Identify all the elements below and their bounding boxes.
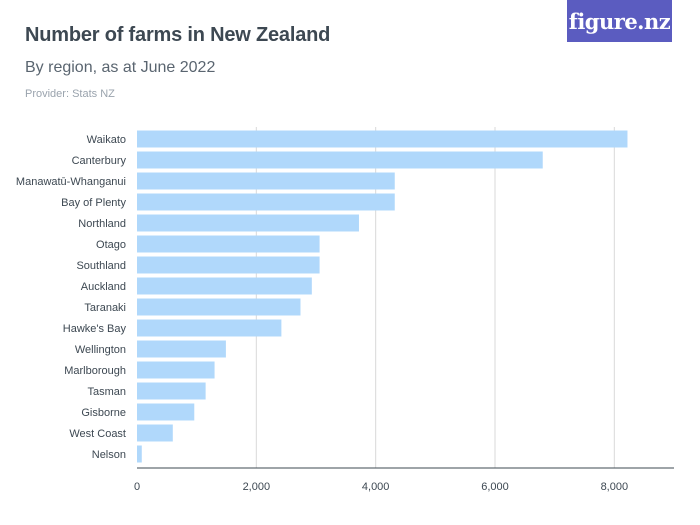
category-label: Bay of Plenty [61,197,126,209]
bar[interactable] [137,403,195,421]
x-tick-label: 8,000 [601,481,629,493]
logo-text: figure.nz [568,8,671,34]
bar[interactable] [137,424,173,442]
chart-title: Number of farms in New Zealand [25,24,331,46]
x-tick-label: 0 [134,481,140,493]
bar[interactable] [137,340,226,358]
chart-subtitle: By region, as at June 2022 [25,59,216,76]
x-tick-label: 2,000 [243,481,271,493]
category-label: Marlborough [64,365,126,377]
bar[interactable] [137,151,543,169]
category-label: Nelson [92,449,126,461]
category-label: Tasman [87,386,126,398]
x-tick-label: 4,000 [362,481,390,493]
bar[interactable] [137,319,282,337]
category-label-layer: Waikato Canterbury Manawatū-Whanganui Bay o… [16,134,127,461]
provider-credit: Provider: Stats NZ [25,88,115,100]
category-label: Waikato [87,134,126,146]
bar[interactable] [137,382,206,400]
bar[interactable] [137,172,395,190]
bar[interactable] [137,361,215,379]
bar[interactable] [137,214,359,232]
bar[interactable] [137,277,312,295]
bar[interactable] [137,445,142,463]
bar-layer [137,130,628,463]
bar[interactable] [137,193,395,211]
category-label: Auckland [81,281,126,293]
category-label: Taranaki [84,302,126,314]
category-label: Manawatū-Whanganui [16,176,126,188]
bar[interactable] [137,298,301,316]
bar[interactable] [137,256,320,274]
category-label: West Coast [69,428,126,440]
category-label: Southland [76,260,126,272]
category-label: Canterbury [72,155,127,167]
bar[interactable] [137,235,320,253]
category-label: Gisborne [81,407,126,419]
category-label: Northland [78,218,126,230]
category-label: Wellington [75,344,126,356]
figure-nz-logo[interactable]: figure.nz [567,0,672,42]
category-label: Hawke's Bay [63,323,127,335]
bar[interactable] [137,130,628,148]
x-axis-layer: 0 2,000 4,000 6,000 8,000 [134,467,674,493]
x-tick-label: 6,000 [481,481,509,493]
category-label: Otago [96,239,126,251]
